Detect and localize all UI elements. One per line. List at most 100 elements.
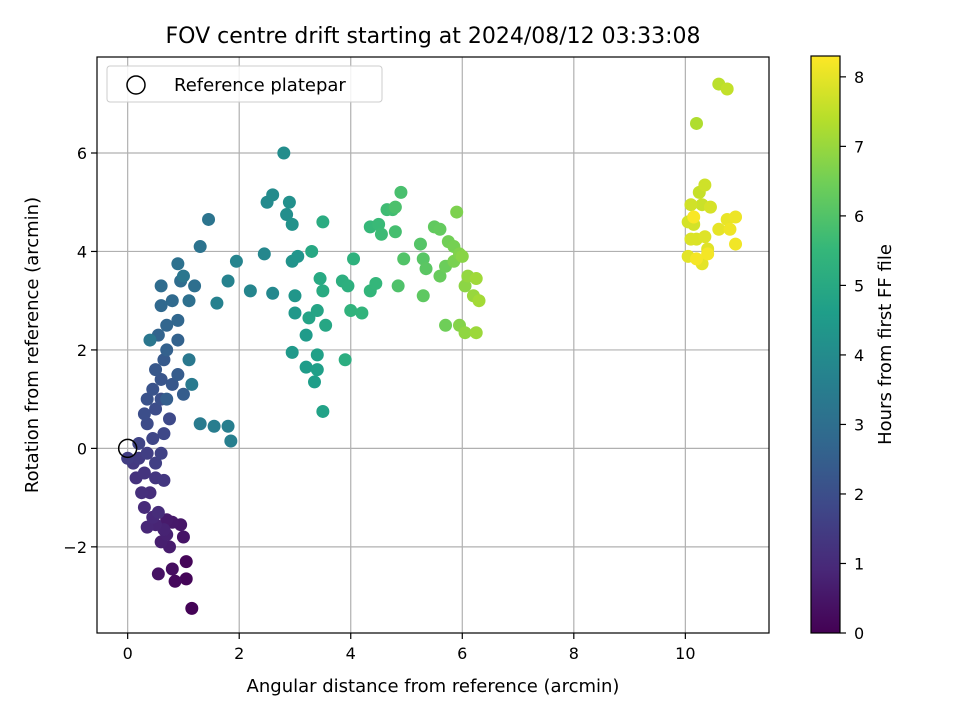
data-point	[698, 178, 712, 192]
y-tick-label: 6	[77, 144, 87, 163]
data-point	[729, 237, 743, 251]
data-point	[310, 348, 324, 362]
data-point	[341, 279, 355, 293]
data-point	[397, 252, 411, 266]
data-point	[154, 372, 168, 386]
data-point	[171, 368, 185, 382]
data-point	[291, 249, 305, 263]
data-point	[720, 82, 734, 96]
colorbar-label: Hours from first FF file	[875, 244, 896, 445]
data-point	[157, 473, 171, 487]
data-point	[299, 360, 313, 374]
data-point	[149, 402, 163, 416]
data-point	[179, 572, 193, 586]
data-point	[703, 200, 717, 214]
data-point	[288, 306, 302, 320]
data-point	[729, 210, 743, 224]
data-point	[229, 254, 243, 268]
x-tick-label: 0	[123, 644, 133, 663]
colorbar-tick-label: 7	[854, 137, 864, 156]
data-point	[140, 417, 154, 431]
data-point	[137, 500, 151, 514]
data-point	[162, 412, 176, 426]
data-point	[305, 244, 319, 258]
data-point	[154, 299, 168, 313]
data-point	[687, 210, 701, 224]
data-point	[388, 200, 402, 214]
data-points	[121, 77, 743, 615]
colorbar-tick-label: 1	[854, 554, 864, 573]
data-point	[137, 466, 151, 480]
data-point	[207, 419, 221, 433]
colorbar-tick-label: 0	[854, 624, 864, 643]
colorbar-tick-label: 3	[854, 415, 864, 434]
data-point	[684, 232, 698, 246]
data-point	[151, 505, 165, 519]
data-point	[221, 419, 235, 433]
data-point	[149, 456, 163, 470]
data-point	[712, 222, 726, 236]
y-axis-label: Rotation from reference (arcmin)	[22, 197, 43, 493]
data-point	[413, 237, 427, 251]
colorbar-tick-label: 6	[854, 207, 864, 226]
data-point	[224, 434, 238, 448]
data-point	[165, 377, 179, 391]
data-point	[137, 407, 151, 421]
colorbar-tick-label: 4	[854, 346, 864, 365]
data-point	[690, 252, 704, 266]
data-point	[160, 392, 174, 406]
data-point	[193, 240, 207, 254]
data-point	[316, 215, 330, 229]
data-point	[132, 436, 146, 450]
data-point	[168, 574, 182, 588]
colorbar-ticks: 0 1 2 3 4 5 6 7 8	[840, 68, 864, 643]
data-point	[285, 217, 299, 231]
data-point	[355, 306, 369, 320]
data-point	[154, 446, 168, 460]
y-tick-label: 0	[77, 439, 87, 458]
data-point	[188, 279, 202, 293]
colorbar: 0 1 2 3 4 5 6 7 8 Hours from first FF file	[810, 55, 896, 643]
colorbar-tick-label: 8	[854, 68, 864, 87]
data-point	[469, 272, 483, 286]
x-axis-label: Angular distance from reference (arcmin)	[247, 676, 620, 697]
data-point	[243, 284, 257, 298]
data-point	[344, 304, 358, 318]
data-point	[257, 247, 271, 261]
data-point	[160, 343, 174, 357]
data-point	[185, 377, 199, 391]
data-point	[165, 294, 179, 308]
data-point	[171, 333, 185, 347]
data-point	[143, 333, 157, 347]
x-tick-label: 6	[457, 644, 467, 663]
data-point	[179, 555, 193, 569]
data-point	[182, 294, 196, 308]
data-point	[140, 520, 154, 534]
data-point	[146, 382, 160, 396]
legend-box	[106, 65, 383, 103]
data-point	[433, 222, 447, 236]
y-tick-label: −2	[63, 538, 87, 557]
legend: Reference platepar	[106, 65, 383, 103]
x-tick-label: 8	[569, 644, 579, 663]
data-point	[698, 230, 712, 244]
colorbar-tick-label: 5	[854, 276, 864, 295]
data-point	[433, 269, 447, 283]
data-point	[374, 227, 388, 241]
data-point	[221, 274, 235, 288]
data-point	[149, 363, 163, 377]
data-point	[388, 225, 402, 239]
data-point	[690, 116, 704, 130]
data-point	[182, 353, 196, 367]
data-point	[135, 486, 149, 500]
data-point	[266, 188, 280, 202]
data-point	[176, 530, 190, 544]
y-tick-label: 4	[77, 242, 87, 261]
data-point	[154, 279, 168, 293]
data-point	[419, 262, 433, 276]
x-tick-label: 10	[675, 644, 695, 663]
data-point	[316, 404, 330, 418]
data-point	[171, 313, 185, 327]
y-tick-label: 2	[77, 341, 87, 360]
